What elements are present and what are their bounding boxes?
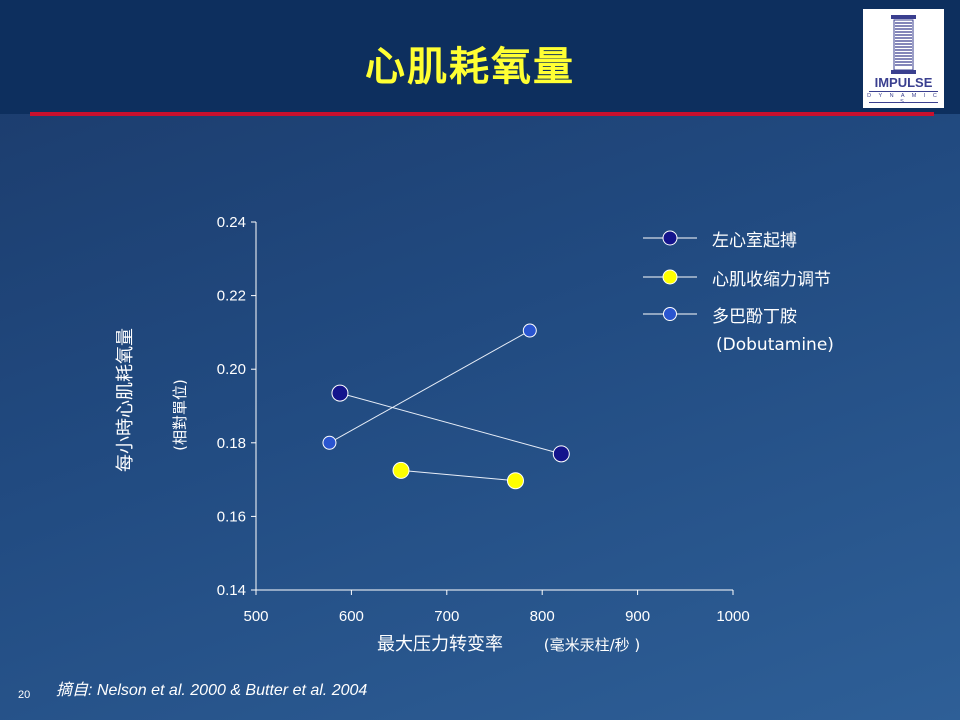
page-number: 20 <box>18 689 31 701</box>
legend-marker <box>663 307 677 321</box>
slide-header <box>0 0 960 114</box>
logo-rule <box>869 91 938 92</box>
legend-label: 左心室起搏 <box>712 231 797 251</box>
y-tick-label: 0.22 <box>217 288 246 305</box>
y-tick-label: 0.16 <box>217 508 246 525</box>
data-point <box>322 435 337 450</box>
data-point <box>392 461 410 479</box>
y-tick-label: 0.20 <box>217 361 246 378</box>
x-tick-label: 900 <box>625 608 650 625</box>
legend-marker <box>662 230 678 246</box>
chart-series <box>322 323 570 490</box>
x-tick-label: 600 <box>339 608 364 625</box>
legend-marker <box>662 269 678 285</box>
x-tick-label: 500 <box>243 608 268 625</box>
x-axis-unit: (毫米汞柱/秒 ) <box>544 636 641 654</box>
data-point <box>506 472 524 490</box>
pillar-logo-icon <box>891 15 916 74</box>
legend-sublabel: (Dobutamine) <box>716 335 834 355</box>
x-tick-label: 1000 <box>716 608 749 625</box>
data-point <box>331 384 349 402</box>
chart-axes <box>255 222 733 591</box>
header-divider <box>30 112 934 116</box>
y-axis-unit: (相對單位) <box>171 379 189 451</box>
y-tick-label: 0.24 <box>217 214 246 231</box>
series-1 <box>331 384 570 463</box>
logo-brand-text: IMPULSE <box>874 75 933 90</box>
x-tick-label: 700 <box>434 608 459 625</box>
series-2 <box>392 461 524 490</box>
citation-text: 摘自: Nelson et al. 2000 & Butter et al. 2… <box>56 682 368 699</box>
y-axis-title: 每小時心肌耗氧量 <box>115 328 136 472</box>
series-3 <box>322 323 537 450</box>
data-point <box>552 445 570 463</box>
series-line <box>339 392 562 455</box>
x-tick-label: 800 <box>530 608 555 625</box>
series-line <box>329 330 531 444</box>
y-axis-ticks: 0.14 0.16 0.18 0.20 0.22 0.24 <box>217 214 256 599</box>
x-axis-title: 最大压力转变率 <box>377 634 503 655</box>
y-tick-label: 0.18 <box>217 435 246 452</box>
slide-title: 心肌耗氧量 <box>365 44 575 90</box>
data-point <box>522 323 537 338</box>
x-axis-ticks: 500 600 700 800 900 1000 <box>243 590 750 625</box>
logo-rule-bottom <box>869 102 938 103</box>
y-tick-label: 0.14 <box>217 582 246 599</box>
legend-label: 心肌收缩力调节 <box>712 270 831 290</box>
series-line <box>400 469 516 482</box>
impulse-dynamics-logo: IMPULSE D Y N A M I C S <box>863 9 944 108</box>
legend-label: 多巴酚丁胺 <box>712 307 797 327</box>
